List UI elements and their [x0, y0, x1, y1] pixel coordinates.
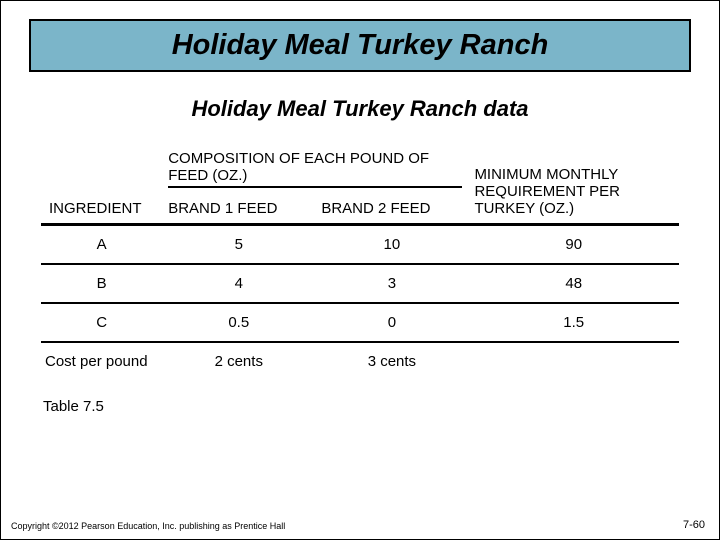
composition-header-text: COMPOSITION OF EACH POUND OF FEED (OZ.)	[168, 150, 462, 184]
cell-brand2: 3	[315, 264, 468, 303]
composition-header: COMPOSITION OF EACH POUND OF FEED (OZ.)	[162, 144, 468, 194]
col-header-brand1: BRAND 1 FEED	[162, 194, 315, 225]
cell-min: 90	[468, 225, 679, 265]
cell-ingredient: Cost per pound	[41, 342, 162, 380]
col-header-ingredient: INGREDIENT	[41, 194, 162, 225]
table-row: Cost per pound 2 cents 3 cents	[41, 342, 679, 380]
cell-brand1: 0.5	[162, 303, 315, 342]
cell-min: 1.5	[468, 303, 679, 342]
title-bar: Holiday Meal Turkey Ranch	[29, 19, 691, 72]
col-header-minimum: MINIMUM MONTHLY REQUIREMENT PER TURKEY (…	[468, 144, 679, 225]
data-table-container: COMPOSITION OF EACH POUND OF FEED (OZ.) …	[41, 144, 679, 380]
page-number: 7-60	[683, 519, 705, 531]
table-row: A 5 10 90	[41, 225, 679, 265]
subtitle: Holiday Meal Turkey Ranch data	[1, 96, 719, 122]
col-header-brand2: BRAND 2 FEED	[315, 194, 468, 225]
cell-brand2: 3 cents	[315, 342, 468, 380]
cell-min	[468, 342, 679, 380]
composition-underline	[168, 186, 462, 188]
cell-ingredient: A	[41, 225, 162, 265]
cell-brand1: 5	[162, 225, 315, 265]
cell-brand1: 2 cents	[162, 342, 315, 380]
page-title: Holiday Meal Turkey Ranch	[172, 29, 549, 61]
data-table: COMPOSITION OF EACH POUND OF FEED (OZ.) …	[41, 144, 679, 380]
table-row: C 0.5 0 1.5	[41, 303, 679, 342]
copyright-text: Copyright ©2012 Pearson Education, Inc. …	[11, 521, 285, 531]
cell-min: 48	[468, 264, 679, 303]
table-caption: Table 7.5	[43, 398, 719, 415]
table-row: B 4 3 48	[41, 264, 679, 303]
cell-ingredient: B	[41, 264, 162, 303]
cell-brand1: 4	[162, 264, 315, 303]
cell-brand2: 0	[315, 303, 468, 342]
cell-ingredient: C	[41, 303, 162, 342]
cell-brand2: 10	[315, 225, 468, 265]
